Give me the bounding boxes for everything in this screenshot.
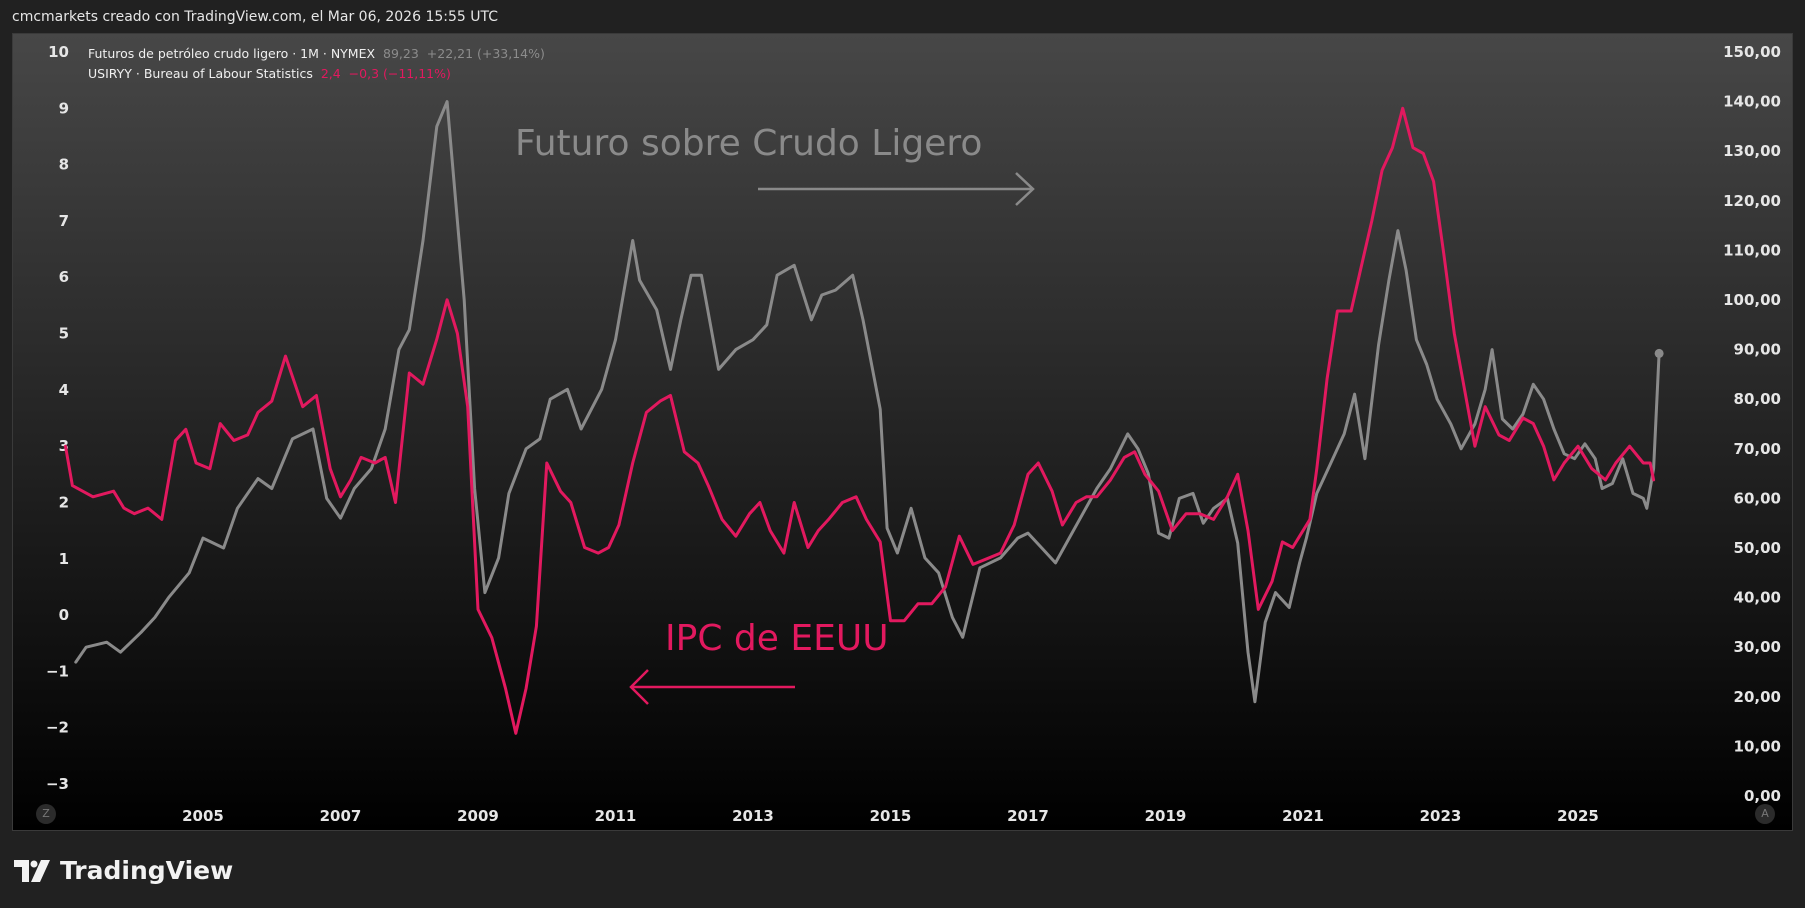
time-axis-tick-label: 2017: [1007, 807, 1049, 825]
left-axis-tick-label: 9: [59, 99, 69, 117]
right-axis-tick-label: 40,00: [1734, 589, 1781, 607]
left-axis-tick-label: −3: [46, 775, 69, 793]
time-axis-tick-label: 2019: [1145, 807, 1187, 825]
right-axis-tick-label: 80,00: [1734, 390, 1781, 408]
chart-caption: cmcmarkets creado con TradingView.com, e…: [12, 9, 499, 25]
right-axis-tick-label: 50,00: [1734, 539, 1781, 557]
right-axis-tick-label: 90,00: [1734, 341, 1781, 359]
oil-last-value-marker: [1654, 348, 1664, 358]
time-axis-tick-label: 2015: [870, 807, 912, 825]
legend-row-cpi[interactable]: USIRYY · Bureau of Labour Statistics 2,4…: [88, 64, 545, 84]
right-axis-tick-label: 10,00: [1734, 737, 1781, 755]
left-axis-tick-label: 5: [59, 325, 69, 343]
right-axis-tick-label: 150,00: [1723, 43, 1781, 61]
tradingview-wordmark: TradingView: [60, 856, 234, 885]
right-axis-tick-label: 0,00: [1744, 787, 1781, 805]
right-axis-tick-label: 110,00: [1723, 241, 1781, 259]
time-axis-tick-label: 2009: [457, 807, 499, 825]
left-axis-tick-label: 6: [59, 268, 69, 286]
right-axis-tick-label: 70,00: [1734, 440, 1781, 458]
left-axis-tick-label: 7: [59, 212, 69, 230]
left-axis-tick-label: 1: [59, 550, 69, 568]
left-axis-tick-label: 3: [59, 437, 69, 455]
oil-annotation-label: Futuro sobre Crudo Ligero: [515, 123, 982, 164]
right-axis: 150,00 140,00 130,00 120,00 110,00 100,00 90,0…: [1723, 43, 1781, 805]
time-axis-tick-label: 2021: [1282, 807, 1324, 825]
left-axis-tick-label: 4: [59, 381, 69, 399]
right-axis-tick-label: 140,00: [1723, 93, 1781, 111]
left-axis-tick-label: −1: [46, 662, 69, 680]
right-axis-tick-label: 130,00: [1723, 142, 1781, 160]
tradingview-logo-icon: [14, 859, 50, 882]
left-arrow-icon: [629, 669, 795, 705]
right-axis-tick-label: 100,00: [1723, 291, 1781, 309]
left-axis-tick-label: 8: [59, 156, 69, 174]
chart-legend: Futuros de petróleo crudo ligero · 1M · …: [88, 44, 545, 84]
time-axis-tick-label: 2005: [182, 807, 224, 825]
right-axis-tick-label: 60,00: [1734, 489, 1781, 507]
right-axis-tick-label: 120,00: [1723, 192, 1781, 210]
right-axis-tick-label: 30,00: [1734, 638, 1781, 656]
legend-oil-price: 89,23: [383, 46, 419, 61]
auto-scale-button[interactable]: A: [1755, 804, 1775, 824]
left-axis-tick-label: 10: [48, 43, 69, 61]
time-axis: 2005 2007 2009 2011 2013 2015 2017 2019 2021 2023…: [182, 807, 1599, 825]
time-axis-tick-label: 2007: [320, 807, 362, 825]
cpi-annotation-label: IPC de EEUU: [665, 618, 889, 659]
legend-cpi-change: −0,3 (−11,11%): [348, 66, 451, 81]
legend-oil-change: +22,21 (+33,14%): [426, 46, 545, 61]
time-axis-tick-label: 2023: [1420, 807, 1462, 825]
right-axis-tick-label: 20,00: [1734, 688, 1781, 706]
cpi-line[interactable]: [64, 106, 1656, 735]
oil-futures-line[interactable]: [74, 100, 1661, 704]
tradingview-logo[interactable]: TradingView: [14, 856, 233, 885]
left-axis-tick-label: −2: [46, 719, 69, 737]
legend-cpi-name: USIRYY · Bureau of Labour Statistics: [88, 66, 313, 81]
left-axis-tick-label: 2: [59, 493, 69, 511]
chart-pane[interactable]: 10 9 8 7 6 5 4 3 2 1 0 −1 −2 −3 150,00 140,00 130,00 120…: [12, 33, 1793, 831]
timezone-button[interactable]: Z: [36, 804, 56, 824]
time-axis-tick-label: 2011: [595, 807, 637, 825]
left-axis-tick-label: 0: [59, 606, 69, 624]
legend-row-oil[interactable]: Futuros de petróleo crudo ligero · 1M · …: [88, 44, 545, 64]
right-arrow-icon: [758, 172, 1035, 206]
time-axis-tick-label: 2013: [732, 807, 774, 825]
series-layer: [64, 100, 1664, 735]
legend-cpi-price: 2,4: [320, 66, 341, 81]
time-axis-tick-label: 2025: [1557, 807, 1599, 825]
legend-oil-name: Futuros de petróleo crudo ligero · 1M · …: [88, 46, 376, 61]
